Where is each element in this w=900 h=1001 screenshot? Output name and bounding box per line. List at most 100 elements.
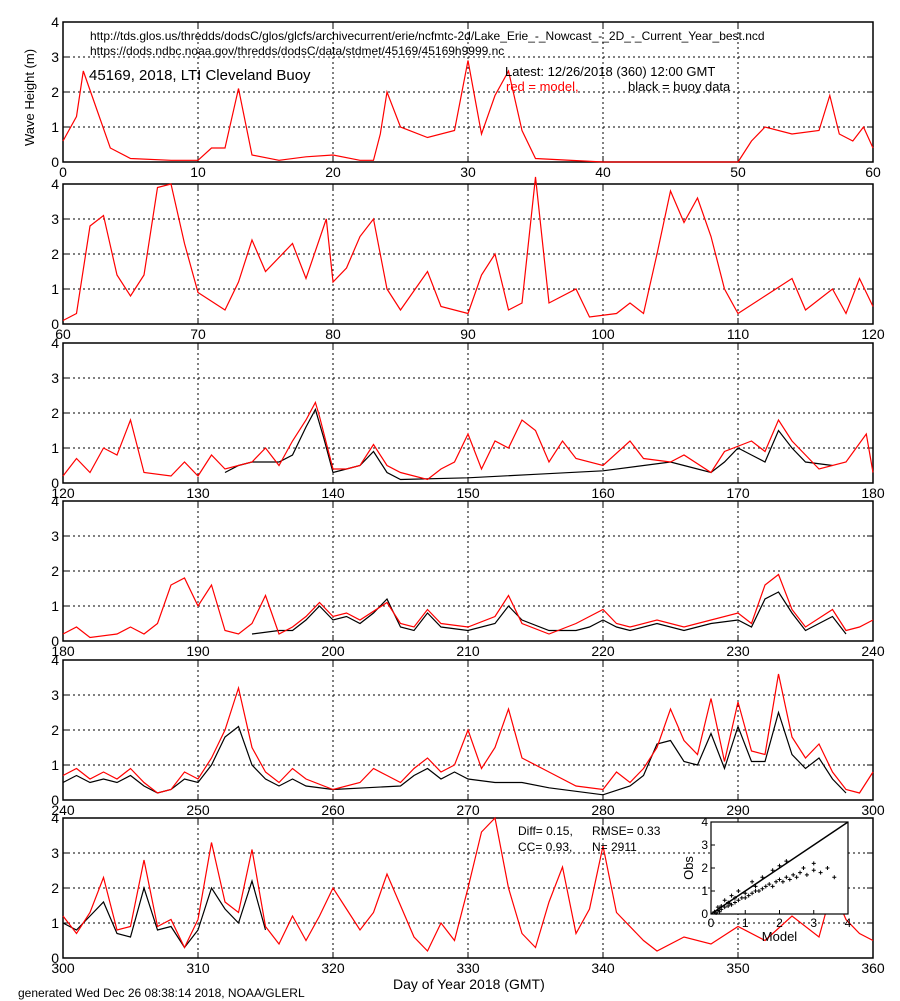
y-axis-label: Wave Height (m) (22, 48, 37, 146)
x-tick-label: 60 (55, 326, 71, 342)
y-tick-label: 1 (51, 281, 59, 297)
inset-scatter-point (746, 893, 751, 898)
inset-scatter-point (750, 891, 755, 896)
y-tick-label: 3 (51, 528, 59, 544)
x-tick-label: 250 (186, 802, 210, 818)
x-tick-label: 160 (591, 485, 615, 501)
x-tick-label: 10 (190, 164, 206, 180)
y-tick-label: 3 (51, 845, 59, 861)
inset-y-tick-label: 1 (701, 884, 708, 898)
y-tick-label: 4 (51, 652, 59, 668)
y-tick-label: 0 (51, 475, 59, 491)
inset-scatter-point (719, 903, 724, 908)
y-tick-label: 1 (51, 440, 59, 456)
y-tick-label: 2 (51, 722, 59, 738)
inset-scatter-point (811, 868, 816, 873)
legend-buoy: black = buoy data (628, 79, 731, 94)
inset-scatter-point (825, 866, 830, 870)
inset-scatter-point (770, 884, 775, 889)
inset-scatter-point (722, 898, 727, 903)
inset-y-tick-label: 2 (701, 861, 708, 875)
inset-scatter-point (743, 895, 748, 900)
x-tick-label: 70 (190, 326, 206, 342)
inset-y-tick-label: 3 (701, 838, 708, 852)
inset-scatter-point (743, 891, 748, 896)
x-tick-label: 230 (726, 643, 750, 659)
inset-scatter-point (787, 877, 792, 882)
inset-scatter-point (726, 903, 731, 908)
x-tick-label: 360 (861, 960, 885, 976)
inset-scatter-point (811, 861, 816, 866)
x-tick-label: 270 (456, 802, 480, 818)
buoy-series-line (62, 710, 847, 796)
x-tick-label: 60 (865, 164, 881, 180)
x-tick-label: 130 (186, 485, 210, 501)
inset-scatter-point (722, 905, 727, 910)
y-tick-label: 3 (51, 49, 59, 65)
y-tick-label: 3 (51, 370, 59, 386)
buoy-series-line (224, 407, 833, 481)
x-tick-label: 280 (591, 802, 615, 818)
x-tick-label: 240 (51, 802, 75, 818)
x-tick-label: 190 (186, 643, 210, 659)
x-tick-label: 240 (861, 643, 885, 659)
buoy-source-url: https://dods.ndbc.noaa.gov/thredds/dodsC… (90, 44, 505, 58)
inset-x-tick-label: 1 (742, 916, 749, 930)
y-tick-label: 0 (51, 316, 59, 332)
inset-scatter-point (784, 875, 789, 880)
x-tick-label: 0 (59, 164, 67, 180)
y-tick-label: 4 (51, 810, 59, 826)
x-tick-label: 90 (460, 326, 476, 342)
station-title: 45169, 2018, LTI Cleveland Buoy (89, 67, 311, 84)
y-tick-label: 0 (51, 154, 59, 170)
y-tick-label: 1 (51, 757, 59, 773)
inset-scatter-point (763, 884, 768, 889)
x-tick-label: 310 (186, 960, 210, 976)
inset-scatter-point (780, 879, 785, 884)
stat-n: N= 2911 (592, 840, 637, 854)
y-tick-label: 0 (51, 792, 59, 808)
y-tick-label: 2 (51, 880, 59, 896)
x-tick-label: 300 (51, 960, 75, 976)
x-tick-label: 100 (591, 326, 615, 342)
x-tick-label: 340 (591, 960, 615, 976)
x-tick-label: 180 (861, 485, 885, 501)
inset-x-label: Model (762, 929, 798, 944)
inset-scatter-point (791, 872, 796, 877)
inset-scatter-point (777, 877, 782, 882)
inset-fit-line (710, 821, 849, 915)
y-tick-label: 1 (51, 119, 59, 135)
y-tick-label: 3 (51, 211, 59, 227)
inset-scatter-point (736, 889, 741, 893)
inset-y-tick-label: 0 (701, 907, 708, 921)
stat-cc: CC= 0.93, (518, 840, 573, 854)
inset-scatter-point (719, 907, 724, 912)
inset-scatter-point (717, 909, 722, 914)
y-tick-label: 2 (51, 246, 59, 262)
model-series-line (62, 816, 874, 953)
latest-timestamp: Latest: 12/26/2018 (360) 12:00 GMT (505, 64, 716, 79)
inset-scatter-point (732, 895, 737, 900)
inset-scatter-point (770, 868, 775, 873)
inset-x-tick-label: 4 (845, 916, 852, 930)
y-tick-label: 4 (51, 335, 59, 351)
model-series-line (62, 176, 874, 322)
y-tick-label: 4 (51, 176, 59, 192)
inset-scatter-point (729, 893, 734, 898)
x-tick-label: 210 (456, 643, 480, 659)
x-tick-label: 110 (727, 326, 750, 342)
x-tick-label: 330 (456, 960, 480, 976)
generated-footer: generated Wed Dec 26 08:38:14 2018, NOAA… (18, 986, 305, 1000)
inset-scatter-point (750, 879, 755, 884)
inset-x-tick-label: 0 (708, 916, 715, 930)
stat-rmse: RMSE= 0.33 (592, 824, 661, 838)
inset-scatter-point (739, 895, 744, 900)
x-tick-label: 120 (861, 326, 885, 342)
inset-scatter-point (794, 875, 799, 880)
inset-scatter-point (715, 905, 720, 910)
x-tick-label: 150 (456, 485, 480, 501)
inset-scatter-point (818, 870, 823, 875)
inset-scatter-point (760, 875, 765, 880)
model-series-line (62, 60, 874, 163)
